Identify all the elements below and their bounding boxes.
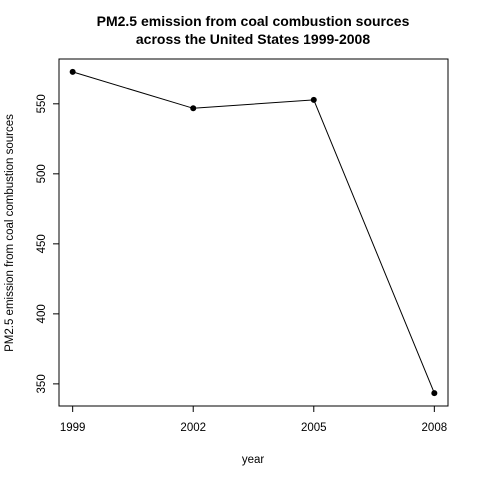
y-tick-label-400: 400 (36, 304, 48, 323)
data-point-2005 (310, 96, 317, 103)
series-polyline (72, 71, 435, 394)
x-axis-label: year (242, 454, 265, 466)
y-tick-label-350: 350 (36, 374, 48, 393)
y-tick-label-500: 500 (36, 164, 48, 183)
chart-title-line-1: PM2.5 emission from coal combustion sour… (97, 13, 410, 29)
y-tick-label-450: 450 (36, 234, 48, 253)
y-axis: 350 400 450 500 550 (36, 94, 59, 393)
chart-title-line-2: across the United States 1999-2008 (136, 31, 370, 47)
data-point-2002 (190, 105, 197, 112)
plot-frame (58, 58, 449, 407)
x-axis: 1999 2002 2005 2008 (60, 406, 447, 434)
y-tick-label-550: 550 (36, 94, 48, 113)
data-point-2008 (431, 390, 438, 397)
x-tick-label-2008: 2008 (422, 422, 448, 434)
y-axis-label: PM2.5 emission from coal combustion sour… (4, 114, 16, 352)
x-tick-label-2002: 2002 (180, 422, 206, 434)
x-tick-label-2005: 2005 (301, 422, 327, 434)
series-line (69, 68, 438, 397)
x-tick-label-1999: 1999 (60, 422, 86, 434)
data-point-1999 (69, 68, 76, 75)
